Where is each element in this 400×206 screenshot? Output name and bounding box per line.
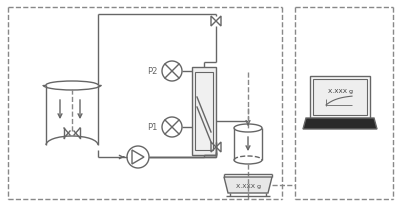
Polygon shape	[313, 80, 367, 115]
Polygon shape	[303, 118, 377, 129]
Text: X.XXX g: X.XXX g	[236, 184, 260, 188]
Polygon shape	[192, 68, 216, 155]
Text: P1: P1	[148, 123, 158, 132]
Text: P2: P2	[148, 67, 158, 76]
Text: X.XXX g: X.XXX g	[328, 89, 352, 94]
Polygon shape	[310, 77, 370, 118]
Circle shape	[162, 117, 182, 137]
Polygon shape	[224, 177, 272, 193]
Circle shape	[162, 62, 182, 82]
